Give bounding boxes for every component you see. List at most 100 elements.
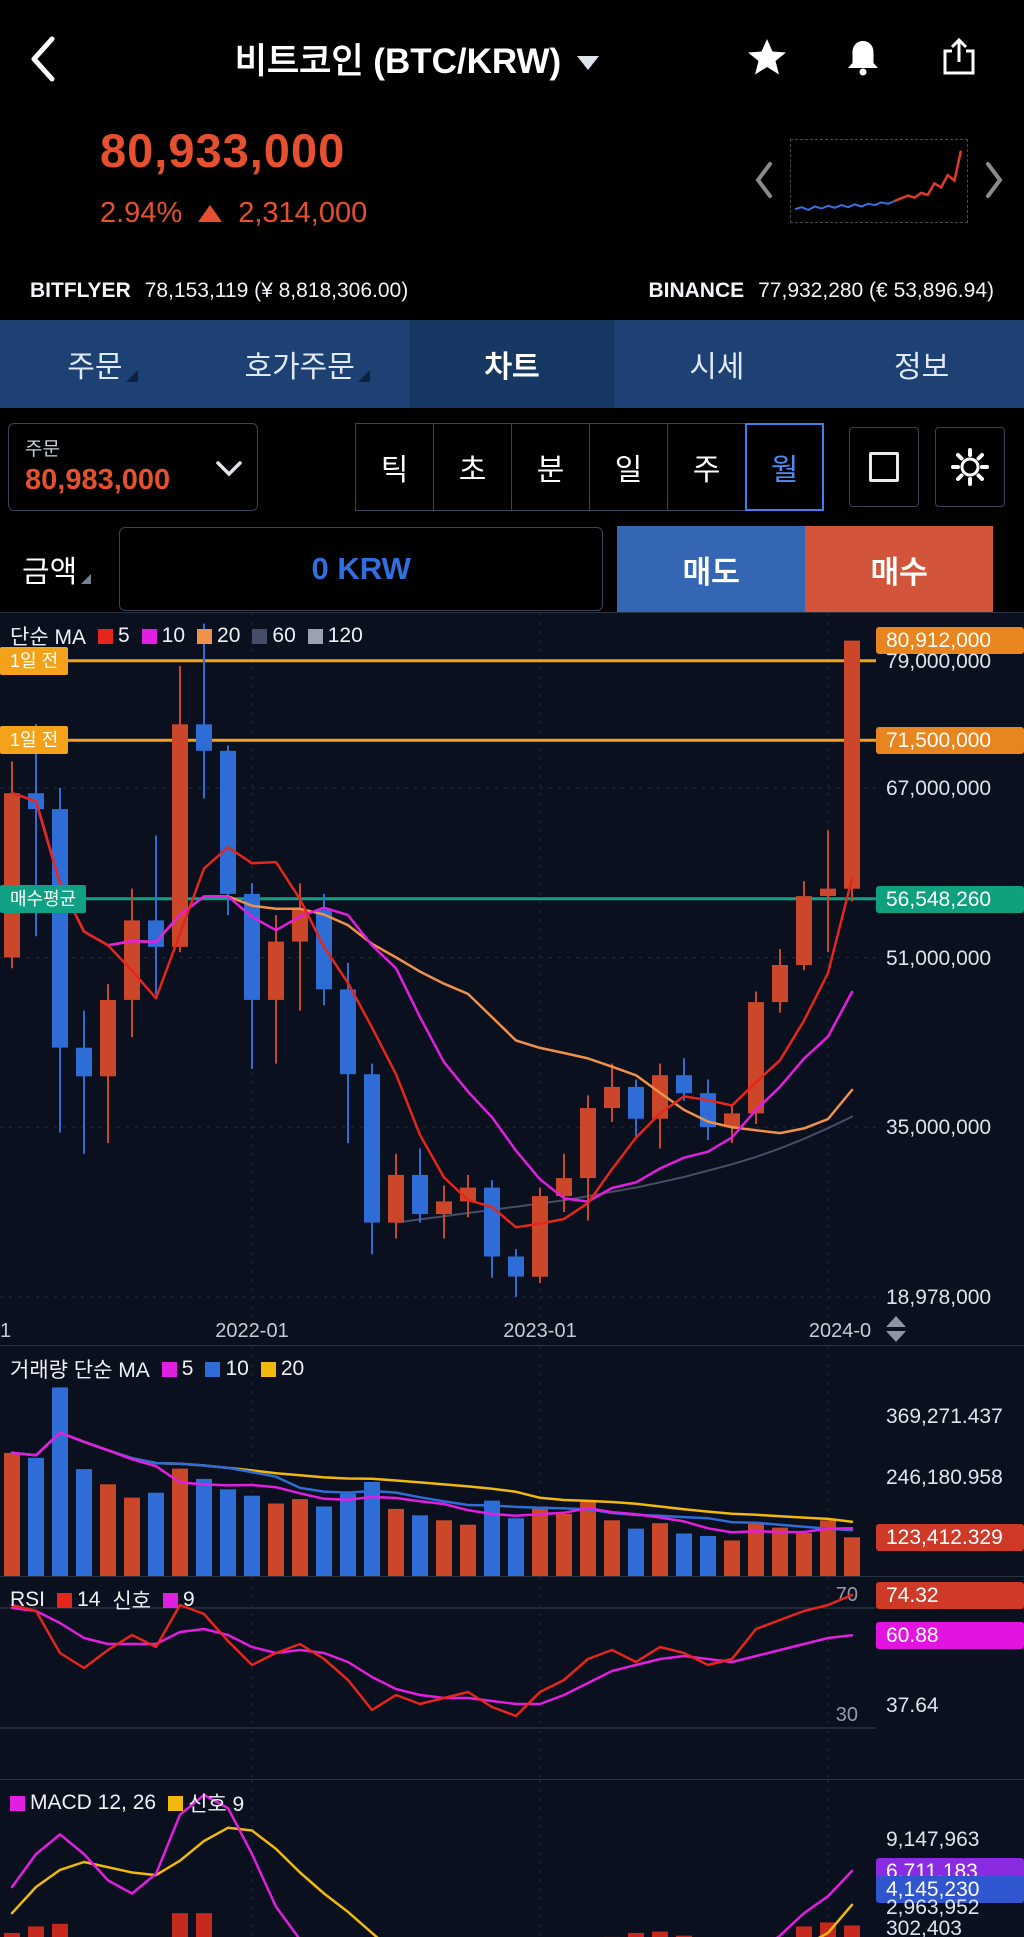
macd-chart[interactable] bbox=[0, 1780, 876, 1937]
symbol-selector[interactable]: 비트코인 (BTC/KRW) bbox=[88, 33, 746, 84]
volume-bar bbox=[700, 1536, 716, 1576]
macd-signal-legend: 신호 9 bbox=[168, 1788, 244, 1818]
back-button[interactable] bbox=[28, 35, 88, 83]
candle bbox=[772, 949, 788, 1013]
rsi-chart[interactable]: 70 30 bbox=[0, 1577, 876, 1779]
macd-signal-swatch bbox=[168, 1795, 184, 1811]
macd-histogram-bar bbox=[844, 1925, 860, 1937]
candlestick-chart[interactable] bbox=[0, 613, 876, 1318]
macd-histogram-bar bbox=[52, 1923, 68, 1937]
vol-ma5-swatch bbox=[161, 1361, 177, 1377]
candle bbox=[316, 893, 332, 1006]
timeframe-day[interactable]: 일 bbox=[589, 423, 668, 511]
volume-bar bbox=[340, 1493, 356, 1576]
volume-pane: 거래량 단순 MA 5 10 20 369,271.437 246,180.958… bbox=[0, 1345, 1024, 1576]
volume-bar bbox=[580, 1501, 596, 1576]
volume-bar bbox=[52, 1387, 68, 1576]
axis-scale-icon[interactable] bbox=[886, 1316, 906, 1342]
candle bbox=[412, 1148, 428, 1223]
candle bbox=[508, 1249, 524, 1297]
sparkline-next-button[interactable] bbox=[984, 160, 1004, 203]
timeframe-week[interactable]: 주 bbox=[667, 423, 746, 511]
rsi-axis[interactable]: 74.32 60.88 37.64 bbox=[876, 1577, 1024, 1779]
ma60-legend: 60 bbox=[252, 624, 296, 648]
timeframe-group: 틱 초 분 일 주 월 bbox=[355, 423, 824, 511]
macd-axis[interactable]: 9,147,963 6,711,183 4,145,230 2,963,952 302,… bbox=[876, 1780, 1024, 1937]
volume-bar bbox=[844, 1537, 860, 1576]
volume-bar bbox=[652, 1523, 668, 1576]
tab-info[interactable]: 정보 bbox=[893, 351, 950, 384]
volume-chart[interactable] bbox=[0, 1346, 876, 1576]
macd-legend: MACD 12, 26 신호 9 bbox=[10, 1788, 244, 1818]
vol-ma10-legend: 10 bbox=[205, 1357, 249, 1381]
exchange-name: BINANCE bbox=[648, 279, 745, 302]
vol-ma10-swatch bbox=[205, 1361, 221, 1377]
volume-bar bbox=[796, 1533, 812, 1576]
mini-chart[interactable] bbox=[790, 139, 968, 223]
axis-label: 79,000,000 bbox=[886, 649, 992, 673]
macd-line-legend: MACD 12, 26 bbox=[10, 1791, 156, 1815]
sell-button[interactable]: 매도 bbox=[617, 526, 806, 612]
amount-type-selector[interactable]: 금액 bbox=[22, 547, 92, 591]
tab-chart[interactable]: 차트 bbox=[409, 320, 615, 408]
volume-legend-title: 거래량 단순 MA bbox=[10, 1359, 150, 1382]
rsi-signal-swatch bbox=[163, 1592, 179, 1608]
volume-bar bbox=[556, 1513, 572, 1576]
macd-histogram-bar bbox=[820, 1922, 836, 1937]
axis-label: 74.32 bbox=[876, 1582, 1024, 1610]
tab-orderbook[interactable]: 호가주문 bbox=[205, 320, 410, 408]
bell-icon bbox=[848, 41, 878, 76]
volume-bar bbox=[820, 1520, 836, 1576]
rsi-pane: 70 30 RSI 14 신호 9 74.32 60.88 37.64 bbox=[0, 1576, 1024, 1779]
amount-input[interactable]: 0 KRW bbox=[119, 527, 604, 611]
volume-bar bbox=[124, 1497, 140, 1576]
chevron-left-icon bbox=[755, 161, 772, 198]
favorite-button[interactable] bbox=[746, 36, 788, 81]
axis-label: 67,000,000 bbox=[886, 776, 992, 800]
buy-button[interactable]: 매수 bbox=[805, 526, 994, 612]
rsi-legend: RSI 14 신호 9 bbox=[10, 1588, 195, 1613]
axis-label: 51,000,000 bbox=[886, 946, 992, 970]
candle bbox=[196, 623, 212, 799]
axis-label: 9,147,963 bbox=[886, 1828, 980, 1851]
vol-ma20-legend: 20 bbox=[260, 1357, 304, 1381]
settings-button[interactable] bbox=[935, 427, 1005, 507]
volume-bar bbox=[628, 1528, 644, 1576]
current-price: 80,933,000 bbox=[100, 124, 346, 177]
candle bbox=[796, 881, 812, 971]
timeframe-minute[interactable]: 분 bbox=[511, 423, 590, 511]
candle bbox=[76, 1010, 92, 1154]
macd-histogram-bar bbox=[796, 1926, 812, 1937]
tab-order[interactable]: 주문 bbox=[0, 320, 205, 408]
alert-button[interactable] bbox=[842, 36, 884, 81]
candle bbox=[220, 745, 236, 916]
macd-histogram-bar bbox=[28, 1926, 44, 1937]
volume-bar bbox=[484, 1500, 500, 1576]
x-axis[interactable]: 1 2022-01 2023-01 2024-0 bbox=[0, 1318, 876, 1345]
timeframe-second[interactable]: 초 bbox=[433, 423, 512, 511]
page-title: 비트코인 (BTC/KRW) bbox=[234, 42, 562, 81]
dropdown-corner-icon bbox=[125, 370, 138, 382]
volume-bar bbox=[316, 1506, 332, 1576]
top-navigation: 비트코인 (BTC/KRW) bbox=[0, 0, 1024, 117]
price-change: 2.94% 2,314,000 bbox=[100, 197, 367, 230]
timeframe-month[interactable]: 월 bbox=[745, 423, 824, 511]
chart-style-button[interactable] bbox=[849, 427, 919, 507]
ma-legend-title: 단순 MA bbox=[10, 626, 86, 649]
price-axis[interactable]: 80,912,000 79,000,000 71,500,000 67,000,000… bbox=[876, 613, 1024, 1345]
axis-label: 60.88 bbox=[876, 1622, 1024, 1650]
macd-pane: MACD 12, 26 신호 9 9,147,963 6,711,183 4,145… bbox=[0, 1779, 1024, 1937]
candle bbox=[652, 1063, 668, 1149]
sparkline-prev-button[interactable] bbox=[754, 160, 774, 203]
volume-bar bbox=[436, 1520, 452, 1576]
volume-bar bbox=[100, 1484, 116, 1576]
order-price-dropdown[interactable]: 주문 80,983,000 bbox=[8, 423, 258, 511]
share-button[interactable] bbox=[938, 36, 980, 81]
volume-axis[interactable]: 369,271.437 246,180.958 123,412.329 bbox=[876, 1346, 1024, 1576]
timeframe-tick[interactable]: 틱 bbox=[355, 423, 434, 511]
x-axis-label: 2023-01 bbox=[503, 1320, 577, 1342]
candle bbox=[676, 1058, 692, 1101]
tab-quotes[interactable]: 시세 bbox=[689, 351, 745, 384]
ma-legend: 단순 MA 5 10 20 60 120 bbox=[10, 621, 363, 651]
change-amount: 2,314,000 bbox=[238, 197, 368, 229]
